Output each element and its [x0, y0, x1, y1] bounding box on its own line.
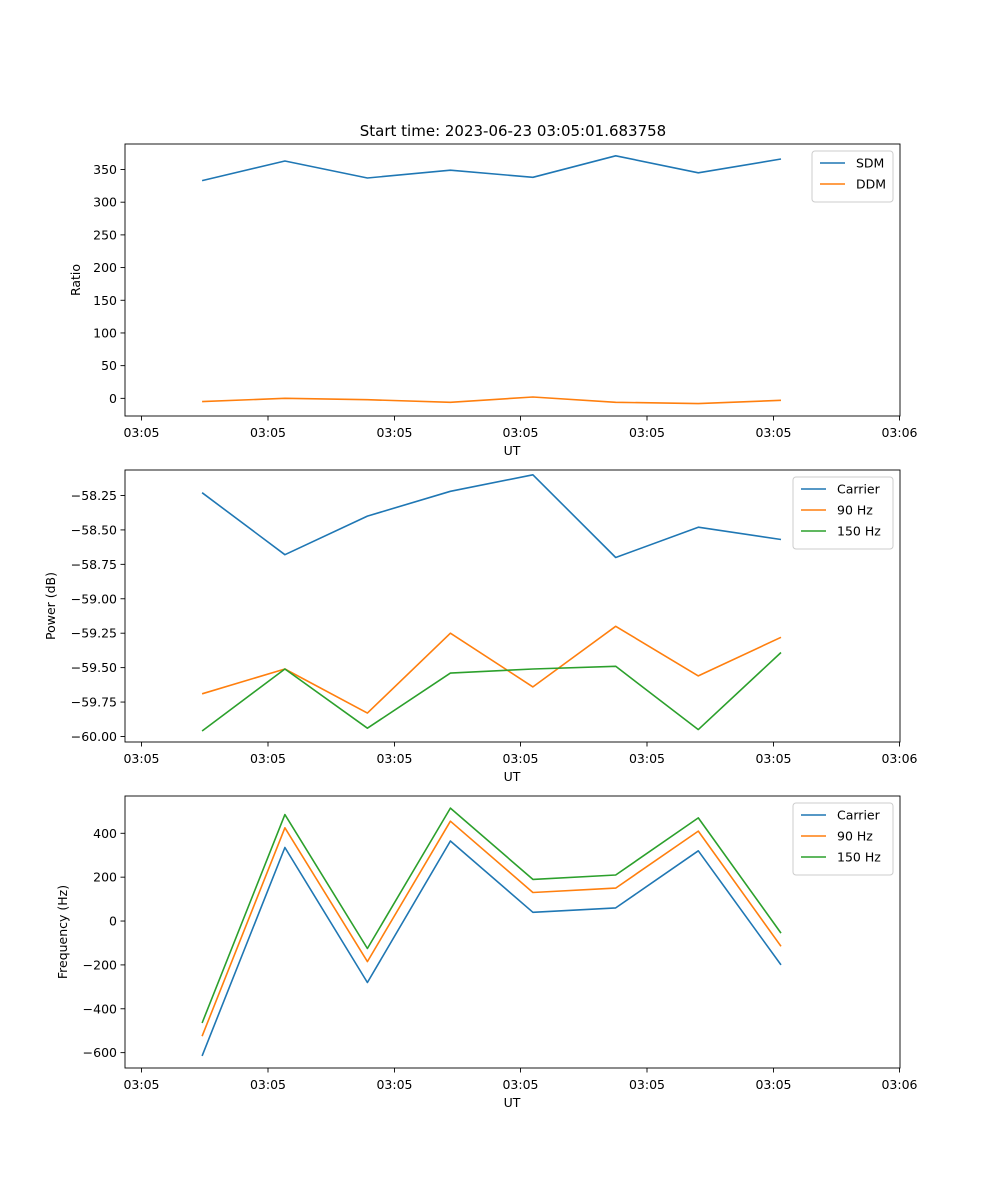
legend-label: 150 Hz — [837, 524, 881, 539]
x-tick-label: 03:05 — [629, 425, 665, 440]
series-line-carrier — [201, 840, 782, 1057]
x-tick-label: 03:05 — [250, 1077, 286, 1092]
y-tick-label: 400 — [93, 826, 117, 841]
y-tick-label: −59.00 — [71, 591, 117, 606]
legend: Carrier 90 Hz 150 Hz — [792, 802, 894, 876]
x-tick-label: 03:05 — [755, 425, 791, 440]
x-tick-label: 03:05 — [629, 1077, 665, 1092]
x-tick-label: 03:05 — [755, 751, 791, 766]
y-tick-label: −600 — [83, 1045, 117, 1060]
x-tick-label: 03:06 — [881, 1077, 917, 1092]
frequency-panel: 03:05 03:05 03:05 03:05 03:05 03:05 03:06 UT −60… — [55, 795, 918, 1110]
series-line-90-hz — [201, 820, 782, 1037]
x-tick-label: 03:05 — [502, 751, 538, 766]
figure-title: Start time: 2023-06-23 03:05:01.683758 — [360, 122, 666, 140]
y-tick-label: 100 — [93, 325, 117, 340]
legend-label: DDM — [856, 177, 886, 192]
series-line-carrier — [201, 473, 782, 559]
y-tick-label: −400 — [83, 1001, 117, 1016]
legend: SDM DDM — [811, 150, 894, 203]
x-tick-label: 03:05 — [123, 425, 159, 440]
x-tick-label: 03:05 — [250, 425, 286, 440]
y-tick-label: 0 — [109, 391, 117, 406]
axes-frame — [124, 795, 901, 1069]
x-tick-label: 03:05 — [123, 1077, 159, 1092]
legend-label: 90 Hz — [837, 829, 873, 844]
y-tick-label: 350 — [93, 162, 117, 177]
x-tick-label: 03:05 — [376, 751, 412, 766]
x-tick-label: 03:05 — [376, 1077, 412, 1092]
series-line-150-hz — [201, 651, 782, 732]
ratio-panel: 03:05 03:05 03:05 03:05 03:05 03:05 03:06 UT 0 50… — [68, 143, 918, 458]
y-tick-label: −58.50 — [71, 522, 117, 537]
x-axis-label: UT — [504, 769, 521, 784]
legend-label: Carrier — [837, 808, 881, 823]
y-tick-label: −58.75 — [71, 557, 117, 572]
x-tick-label: 03:05 — [629, 751, 665, 766]
y-tick-label: −59.75 — [71, 695, 117, 710]
power-panel: 03:05 03:05 03:05 03:05 03:05 03:05 03:06 UT −60… — [43, 469, 918, 784]
legend-label: Carrier — [837, 482, 881, 497]
y-tick-label: −59.25 — [71, 626, 117, 641]
x-tick-label: 03:05 — [502, 1077, 538, 1092]
y-tick-label: −200 — [83, 957, 117, 972]
y-tick-label: 50 — [101, 358, 117, 373]
x-tick-label: 03:05 — [123, 751, 159, 766]
x-tick-label: 03:05 — [250, 751, 286, 766]
y-axis-label: Power (dB) — [43, 572, 58, 640]
x-tick-label: 03:06 — [881, 751, 917, 766]
x-tick-label: 03:05 — [755, 1077, 791, 1092]
x-axis-label: UT — [504, 1095, 521, 1110]
legend-label: 90 Hz — [837, 503, 873, 518]
series-line-90-hz — [201, 625, 782, 714]
y-axis-label: Ratio — [68, 264, 83, 296]
y-tick-label: 250 — [93, 227, 117, 242]
y-tick-label: 150 — [93, 293, 117, 308]
legend: Carrier 90 Hz 150 Hz — [792, 476, 894, 550]
y-tick-label: 300 — [93, 195, 117, 210]
y-tick-label: −58.25 — [71, 488, 117, 503]
y-tick-label: 200 — [93, 870, 117, 885]
axes-frame — [124, 469, 901, 743]
x-tick-label: 03:05 — [376, 425, 412, 440]
x-tick-label: 03:06 — [881, 425, 917, 440]
y-tick-label: −59.50 — [71, 660, 117, 675]
y-tick-label: 0 — [109, 914, 117, 929]
y-tick-label: 200 — [93, 260, 117, 275]
x-tick-label: 03:05 — [502, 425, 538, 440]
series-line-ddm — [202, 396, 782, 405]
y-axis-label: Frequency (Hz) — [55, 885, 70, 979]
axes-frame — [124, 143, 901, 417]
series-line-sdm — [201, 155, 782, 182]
series-line-150-hz — [201, 807, 782, 1024]
x-axis-label: UT — [504, 443, 521, 458]
legend-label: 150 Hz — [837, 850, 881, 865]
legend-label: SDM — [856, 156, 884, 171]
y-tick-label: −60.00 — [71, 729, 117, 744]
